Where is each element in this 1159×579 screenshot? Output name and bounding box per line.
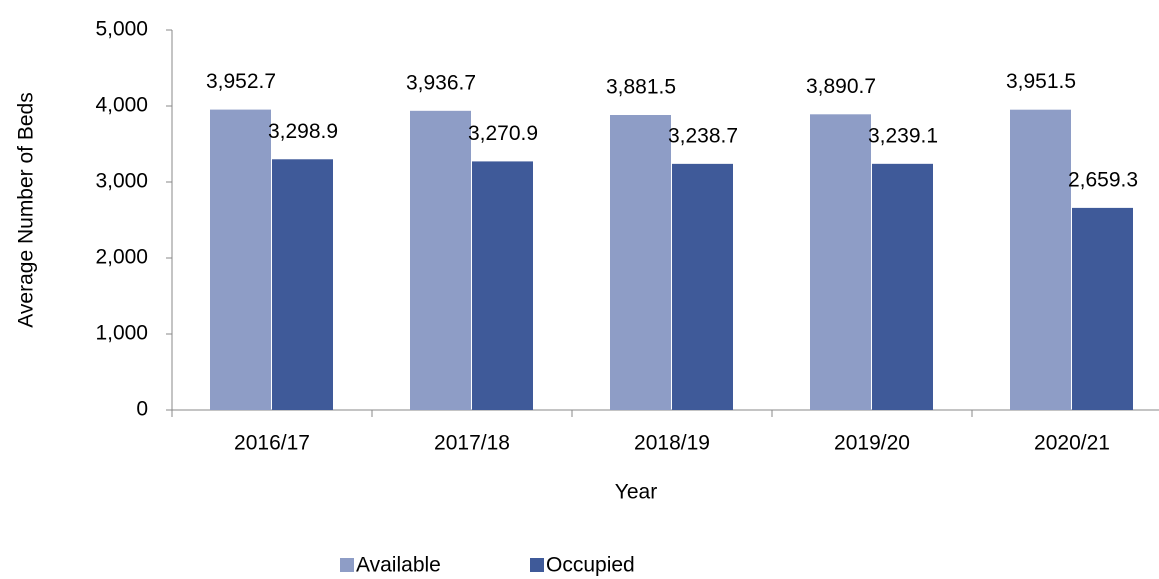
bar [1010,109,1071,410]
legend-swatch [530,558,544,572]
legend-label: Occupied [546,554,635,577]
value-label: 3,951.5 [1006,70,1076,93]
y-tick-label: 5,000 [95,18,148,41]
value-label: 3,298.9 [268,120,338,143]
bar [472,161,533,410]
y-tick-label: 1,000 [95,322,148,345]
value-label: 3,239.1 [868,124,938,147]
bar [872,163,933,410]
value-label: 3,952.7 [206,70,276,93]
y-tick-label: 3,000 [95,170,148,193]
legend-swatch [340,558,354,572]
y-axis-label: Average Number of Beds [15,92,38,327]
bar [610,115,671,411]
y-tick-label: 2,000 [95,246,148,269]
y-tick-label: 0 [136,398,148,421]
legend-label: Available [356,554,441,577]
x-tick-label: 2019/20 [834,432,910,455]
bar [672,163,733,410]
x-tick-label: 2018/19 [634,432,710,455]
bar [210,109,271,411]
x-axis-label: Year [615,481,657,504]
x-tick-label: 2016/17 [234,432,310,455]
value-label: 3,881.5 [606,76,676,99]
bar [1072,207,1133,410]
y-tick-label: 4,000 [95,94,148,117]
value-label: 3,238.7 [668,124,738,147]
value-label: 2,659.3 [1068,168,1138,191]
bar [810,114,871,411]
x-tick-label: 2017/18 [434,432,510,455]
x-tick-label: 2020/21 [1034,432,1110,455]
value-label: 3,936.7 [406,71,476,94]
bar [410,110,471,411]
bar [272,159,333,410]
value-label: 3,890.7 [806,75,876,98]
value-label: 3,270.9 [468,122,538,145]
